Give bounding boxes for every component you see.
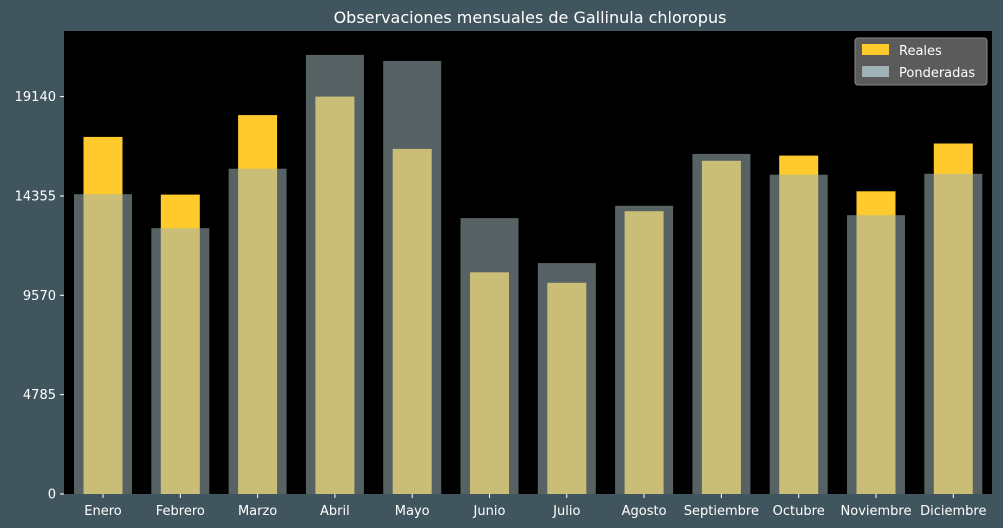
bar-ponderadas-1 xyxy=(151,228,210,494)
chart-title: Observaciones mensuales de Gallinula chl… xyxy=(334,8,727,27)
bar-ponderadas-2 xyxy=(228,168,287,494)
bar-ponderadas-7 xyxy=(615,205,674,495)
x-tick-label: Diciembre xyxy=(920,504,986,519)
plot-area xyxy=(64,31,992,494)
y-tick-label: 14355 xyxy=(15,189,56,204)
x-tick-label: Octubre xyxy=(773,504,825,519)
bar-ponderadas-3 xyxy=(305,54,364,495)
series-ponderadas xyxy=(74,54,983,495)
bar-ponderadas-6 xyxy=(537,263,596,494)
legend-label-ponderadas: Ponderadas xyxy=(899,66,975,81)
x-tick-label: Noviembre xyxy=(841,504,912,519)
x-axis: Enero Febrero Marzo Abril Mayo Junio Julio Agos… xyxy=(84,494,986,519)
x-tick-label: Julio xyxy=(552,504,580,519)
bar-ponderadas-0 xyxy=(74,194,132,494)
x-tick-label: Abril xyxy=(320,504,350,519)
bar-ponderadas-9 xyxy=(769,174,828,494)
x-tick-label: Mayo xyxy=(395,504,430,519)
bar-ponderadas-10 xyxy=(847,215,905,494)
y-axis: 0 4785 9570 14355 19140 xyxy=(15,90,64,503)
y-tick-label: 19140 xyxy=(15,90,56,105)
x-tick-label: Febrero xyxy=(156,504,205,519)
legend-swatch-ponderadas xyxy=(862,66,889,77)
bar-ponderadas-4 xyxy=(383,60,442,495)
y-tick-label: 0 xyxy=(48,488,56,503)
legend-label-reales: Reales xyxy=(899,44,942,59)
y-tick-label: 4785 xyxy=(23,388,56,403)
bar-ponderadas-11 xyxy=(924,173,983,495)
x-tick-label: Septiembre xyxy=(684,504,759,519)
legend: Reales Ponderadas xyxy=(854,37,988,86)
x-tick-label: Junio xyxy=(473,504,506,519)
x-tick-label: Enero xyxy=(84,504,122,519)
bar-ponderadas-5 xyxy=(460,218,519,494)
legend-swatch-reales xyxy=(862,44,889,55)
y-tick-label: 9570 xyxy=(23,289,56,304)
bar-ponderadas-8 xyxy=(692,153,751,494)
x-tick-label: Agosto xyxy=(622,504,667,519)
x-tick-label: Marzo xyxy=(238,504,277,519)
